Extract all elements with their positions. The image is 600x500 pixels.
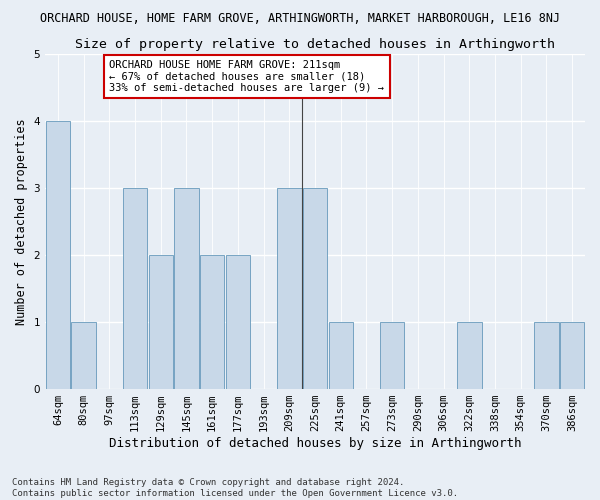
Bar: [226, 255, 250, 389]
Title: Size of property relative to detached houses in Arthingworth: Size of property relative to detached ho…: [75, 38, 555, 51]
Bar: [174, 188, 199, 389]
Bar: [380, 322, 404, 389]
Bar: [277, 188, 302, 389]
Text: Contains HM Land Registry data © Crown copyright and database right 2024.
Contai: Contains HM Land Registry data © Crown c…: [12, 478, 458, 498]
Bar: [123, 188, 147, 389]
Bar: [329, 322, 353, 389]
Bar: [560, 322, 584, 389]
Y-axis label: Number of detached properties: Number of detached properties: [15, 118, 28, 325]
X-axis label: Distribution of detached houses by size in Arthingworth: Distribution of detached houses by size …: [109, 437, 521, 450]
Bar: [200, 255, 224, 389]
Bar: [457, 322, 482, 389]
Bar: [303, 188, 327, 389]
Bar: [149, 255, 173, 389]
Text: ORCHARD HOUSE HOME FARM GROVE: 211sqm
← 67% of detached houses are smaller (18)
: ORCHARD HOUSE HOME FARM GROVE: 211sqm ← …: [109, 60, 385, 93]
Text: ORCHARD HOUSE, HOME FARM GROVE, ARTHINGWORTH, MARKET HARBOROUGH, LE16 8NJ: ORCHARD HOUSE, HOME FARM GROVE, ARTHINGW…: [40, 12, 560, 26]
Bar: [534, 322, 559, 389]
Bar: [46, 122, 70, 389]
Bar: [71, 322, 96, 389]
